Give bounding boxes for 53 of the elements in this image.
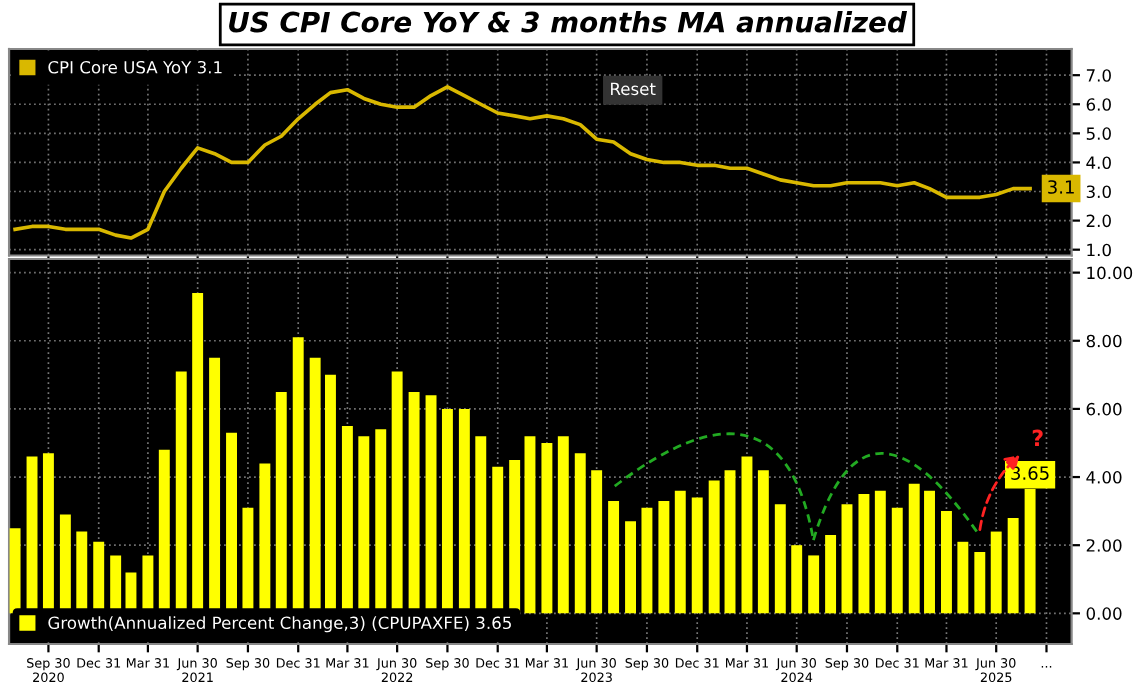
y-tick-label: 2.00 [1086, 539, 1122, 552]
bar [625, 521, 636, 614]
legend-label: CPI Core USA YoY 3.1 [48, 60, 222, 74]
bar [841, 504, 853, 614]
bar [924, 490, 935, 614]
y-tick-label: 1.0 [1087, 243, 1111, 257]
y-tick-label: 0.00 [1086, 607, 1122, 620]
y-tick-label: 8.00 [1086, 334, 1122, 348]
y-tick-label: 2.0 [1086, 214, 1111, 228]
y-tick-label: 3.0 [1086, 185, 1111, 199]
bar [574, 453, 586, 614]
bar [858, 494, 870, 614]
y-tick-label: 7.0 [1086, 69, 1111, 82]
bar [691, 497, 703, 614]
y-tick-label: 6.0 [1086, 98, 1111, 111]
bar [908, 483, 920, 614]
bar [524, 436, 536, 614]
bar [825, 534, 837, 614]
y-tick-label: 5.0 [1086, 127, 1111, 140]
bar [708, 480, 720, 614]
legend-label: Growth(Annualized Percent Change,3) (CPUPAXFE) 3.65 [48, 616, 511, 633]
bar [791, 545, 803, 614]
annotation: Reset [611, 82, 656, 96]
bar [957, 541, 969, 614]
bar [808, 555, 820, 614]
bar [9, 528, 21, 614]
bar [941, 511, 952, 614]
bar [641, 507, 653, 614]
y-tick-label: 6.00 [1086, 402, 1122, 416]
bar [591, 470, 603, 614]
bar [974, 552, 986, 614]
data-label: 3.1 [1048, 180, 1074, 194]
data-label: 3.65 [1011, 466, 1049, 480]
line-series [13, 85, 1032, 240]
y-tick-label: 10.00 [1087, 266, 1133, 280]
y-tick-label: 4.00 [1086, 471, 1122, 484]
bar [741, 456, 753, 614]
bar [541, 442, 553, 614]
bar [658, 500, 670, 614]
bar [724, 470, 736, 614]
chart-title: US CPI Core YoY & 3 months MA annualized [229, 11, 908, 33]
bar [674, 490, 686, 614]
bar [608, 500, 620, 614]
bar [557, 436, 569, 614]
bar [1007, 517, 1019, 614]
bar [990, 531, 1002, 614]
bar [891, 507, 903, 614]
bar [774, 504, 786, 614]
bar [509, 460, 521, 614]
y-tick-label: 4.0 [1086, 156, 1111, 169]
bar [874, 490, 886, 614]
bar [757, 470, 769, 614]
annotation: ? [1032, 429, 1043, 447]
